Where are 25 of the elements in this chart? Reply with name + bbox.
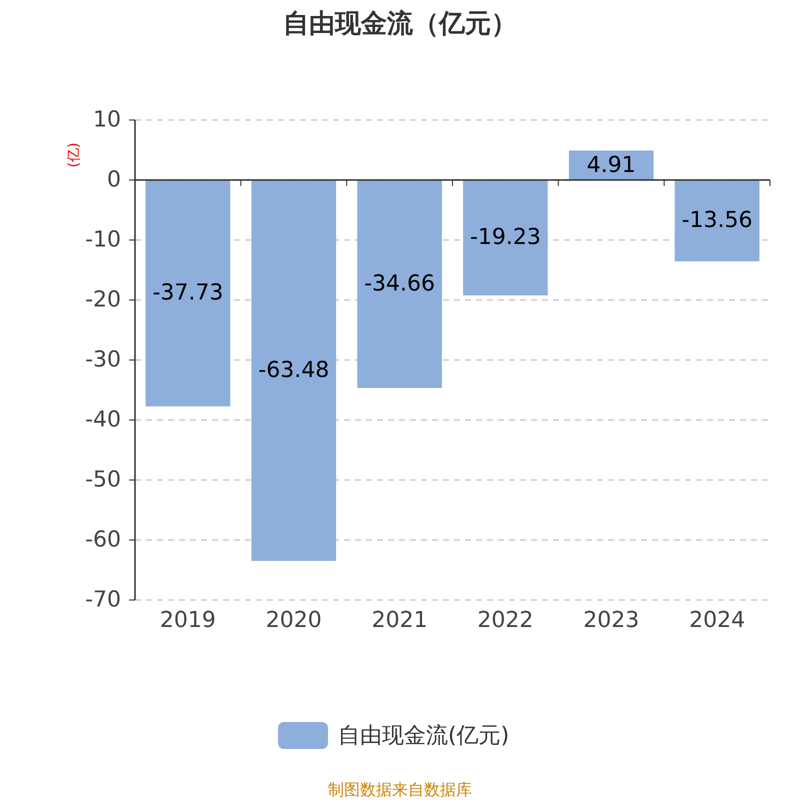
y-tick-label: 10 (93, 108, 121, 132)
x-tick-label: 2020 (266, 608, 322, 633)
data-label: 4.91 (586, 152, 636, 178)
x-tick-label: 2019 (160, 608, 216, 633)
text: 制图数据来自数据库 (328, 780, 472, 799)
data-label: -34.66 (364, 271, 436, 296)
x-tick-label: 2022 (477, 608, 534, 633)
x-tick-label: 2024 (689, 608, 746, 633)
data-label: -13.56 (682, 208, 753, 234)
y-tick-label: 0 (107, 168, 121, 192)
chart-title: 自由现金流（亿元） (283, 9, 517, 39)
y-tick-label: -50 (85, 468, 121, 492)
y-tick-label: -40 (85, 408, 121, 432)
data-label: -19.23 (470, 225, 541, 250)
y-tick-label: -20 (85, 288, 121, 312)
y-tick-label: -10 (85, 228, 121, 252)
x-tick-label: 2021 (372, 608, 428, 633)
data-label: -63.48 (258, 358, 330, 383)
y-tick-label: -70 (85, 588, 121, 612)
data-label: -37.73 (152, 280, 224, 306)
y-axis-title: (亿) (66, 142, 82, 168)
y-tick-label: -60 (85, 528, 121, 552)
x-tick-label: 2023 (583, 608, 640, 633)
y-tick-label: -30 (85, 348, 121, 372)
legend-label: 自由现金流(亿元) (338, 724, 510, 748)
